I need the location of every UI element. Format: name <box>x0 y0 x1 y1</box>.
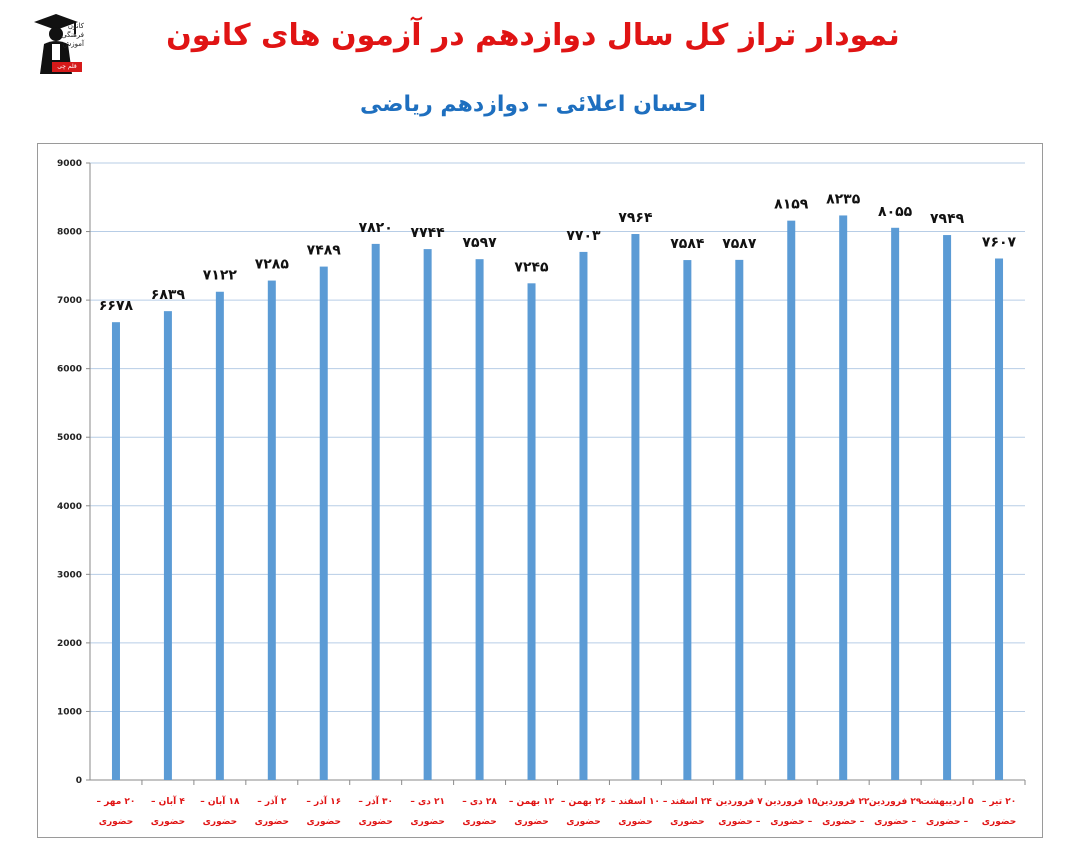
y-tick-label: 7000 <box>57 296 82 306</box>
x-tick-label: ۲۹ فروردین <box>869 797 922 807</box>
data-label: ۷۲۴۵ <box>514 259 549 275</box>
x-tick-label: حضوری <box>670 817 704 827</box>
bar <box>215 291 224 780</box>
data-label: ۷۶۰۷ <box>982 234 1017 250</box>
x-tick-label: حضوری <box>358 817 392 827</box>
chart-frame <box>37 143 1043 838</box>
x-tick-label: ۱۲ بهمن – <box>509 797 555 807</box>
x-tick-label: ۲۰ تیر – <box>982 797 1016 807</box>
y-tick-label: 6000 <box>57 365 82 375</box>
bar <box>839 215 848 780</box>
bar <box>631 234 640 780</box>
x-tick-label: ۷ فروردین <box>716 797 764 807</box>
bar <box>943 235 952 781</box>
y-tick-label: 4000 <box>57 502 82 512</box>
logo-line: آموزش <box>62 40 84 48</box>
data-label: ۶۸۳۹ <box>151 287 186 303</box>
y-tick-label: 5000 <box>57 433 82 443</box>
data-label: ۷۸۲۰ <box>359 220 393 236</box>
x-tick-label: ۱۵ فروردین <box>765 797 818 807</box>
x-tick-label: – حضوری <box>718 817 761 827</box>
bar <box>423 249 432 780</box>
data-label: ۷۷۰۳ <box>566 228 601 244</box>
data-label: ۸۲۳۵ <box>826 191 861 207</box>
x-tick-label: ۲۴ اسفند – <box>663 797 713 807</box>
bar <box>527 283 536 780</box>
bar <box>891 227 900 780</box>
page-title: نمودار تراز کل سال دوازدهم در آزمون های … <box>166 18 900 53</box>
y-tick-label: 3000 <box>57 570 82 580</box>
x-tick-label: حضوری <box>982 817 1016 827</box>
x-tick-label: حضوری <box>203 817 237 827</box>
bar <box>267 280 276 780</box>
bar <box>371 243 380 780</box>
bar <box>787 220 796 781</box>
data-label: ۷۷۴۴ <box>411 225 446 241</box>
bar <box>475 259 484 780</box>
data-label: ۸۰۵۵ <box>878 204 913 220</box>
data-label: ۷۲۸۵ <box>255 257 290 273</box>
x-tick-label: ۱۰ اسفند – <box>611 797 660 807</box>
x-tick-label: ۳۰ آذر – <box>358 795 393 807</box>
x-tick-label: حضوری <box>618 817 652 827</box>
bar <box>319 266 328 781</box>
x-tick-label: ۲ آذر – <box>257 795 287 807</box>
logo-text: کانون فرهنگی آموزش <box>50 22 84 49</box>
x-tick-label: حضوری <box>307 817 341 827</box>
x-tick-label: حضوری <box>255 817 289 827</box>
x-tick-label: – حضوری <box>770 817 813 827</box>
page-subtitle: احسان اعلائی – دوازدهم ریاضی <box>360 92 706 117</box>
bar <box>735 259 744 780</box>
x-tick-label: حضوری <box>151 817 185 827</box>
data-label: ۶۶۷۸ <box>99 298 134 314</box>
data-label: ۷۹۶۴ <box>618 210 653 226</box>
data-label: ۷۵۹۷ <box>462 235 497 251</box>
logo-line: کانون <box>67 22 84 30</box>
x-tick-label: ۱۸ آبان – <box>200 795 240 807</box>
x-tick-label: حضوری <box>410 817 444 827</box>
x-tick-label: ۲۲ فروردین <box>817 797 870 807</box>
data-label: ۷۱۲۲ <box>203 268 238 284</box>
bar <box>995 258 1004 780</box>
data-label: ۷۹۴۹ <box>930 211 965 227</box>
x-tick-label: حضوری <box>99 817 133 827</box>
logo-line: فرهنگی <box>61 31 84 39</box>
bar <box>579 251 588 780</box>
x-tick-label: ۲۶ بهمن – <box>561 797 606 807</box>
data-label: ۷۴۸۹ <box>307 243 342 259</box>
data-label: ۷۵۸۴ <box>670 236 705 252</box>
logo-badge: قلم چی <box>52 62 82 72</box>
x-tick-label: ۱۶ آذر – <box>306 795 341 807</box>
y-tick-label: 9000 <box>57 159 82 169</box>
x-tick-label: ۲۱ دی – <box>410 797 445 807</box>
y-tick-label: 1000 <box>57 707 82 717</box>
x-tick-label: – حضوری <box>926 817 969 827</box>
data-label: ۸۱۵۹ <box>774 197 809 213</box>
data-label: ۷۵۸۷ <box>722 236 757 252</box>
y-tick-label: 0 <box>76 776 82 786</box>
bar <box>163 311 172 780</box>
x-tick-label: – حضوری <box>874 817 917 827</box>
bar <box>683 260 692 780</box>
x-tick-label: حضوری <box>462 817 496 827</box>
y-tick-label: 2000 <box>57 639 82 649</box>
x-tick-label: ۵ اردیبهشت <box>920 797 974 807</box>
x-tick-label: ۴ آبان – <box>151 795 185 807</box>
bar <box>111 322 120 780</box>
x-tick-label: حضوری <box>514 817 548 827</box>
x-tick-label: – حضوری <box>822 817 865 827</box>
y-tick-label: 8000 <box>57 228 82 238</box>
x-tick-label: ۲۰ مهر – <box>97 797 136 807</box>
x-tick-label: حضوری <box>566 817 600 827</box>
x-tick-label: ۲۸ دی – <box>462 797 497 807</box>
